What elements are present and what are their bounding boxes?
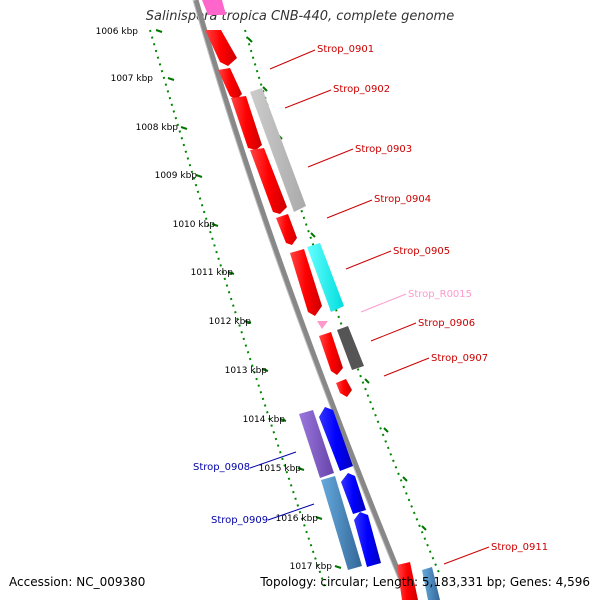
topology-text: Topology: circular; Length: 5,183,331 bp… xyxy=(260,575,590,589)
gene-arrow-bottom xyxy=(397,562,418,600)
scale-label: 1016 kbp xyxy=(276,514,319,524)
scale-label: 1014 kbp xyxy=(243,415,286,425)
leader-lines xyxy=(249,49,490,565)
gene-label: Strop_0909 xyxy=(211,515,268,526)
gene-label: Strop_0906 xyxy=(418,318,475,329)
cds-steel-bottom xyxy=(422,567,440,600)
gene-arrow xyxy=(250,148,287,214)
gene-arrow xyxy=(218,68,242,100)
gene-label: Strop_0904 xyxy=(374,194,431,205)
scale-label: 1007 kbp xyxy=(111,74,154,84)
cds-boxes xyxy=(250,88,440,600)
gene-label: Strop_0905 xyxy=(393,246,450,257)
cds-steel xyxy=(321,476,362,570)
scale-ticks xyxy=(155,29,342,569)
gene-label: Strop_0911 xyxy=(491,542,548,553)
cds-cyan xyxy=(307,243,344,312)
rrna-marker xyxy=(317,321,328,329)
gene-arrow-reverse xyxy=(319,407,353,471)
cds-gray xyxy=(250,88,306,212)
gene-arrow xyxy=(336,379,352,397)
scale-label: 1008 kbp xyxy=(136,123,179,133)
cds-dark xyxy=(337,326,364,370)
scale-label: 1010 kbp xyxy=(173,220,216,230)
gene-arrow-top xyxy=(205,30,237,66)
reverse-genes xyxy=(299,407,381,570)
gene-label: Strop_0903 xyxy=(355,144,412,155)
gene-label: Strop_0908 xyxy=(193,462,250,473)
gene-label: Strop_0902 xyxy=(333,84,390,95)
scale-label: 1006 kbp xyxy=(96,27,139,37)
scale-label: 1011 kbp xyxy=(191,268,234,278)
gene-arrows xyxy=(202,0,418,600)
gene-arrow xyxy=(290,249,322,316)
gene-arrow xyxy=(276,214,297,245)
gene-label: Strop_R0015 xyxy=(408,289,472,300)
cds-purple xyxy=(299,410,334,478)
scale-label: 1015 kbp xyxy=(259,464,302,474)
gene-label: Strop_0901 xyxy=(317,44,374,55)
scale-label: 1012 kbp xyxy=(209,317,252,327)
gene-arrow-reverse xyxy=(354,512,381,567)
accession-text: Accession: NC_009380 xyxy=(9,575,146,589)
gene-arrow xyxy=(319,332,343,375)
scale-label: 1017 kbp xyxy=(290,562,333,572)
scale-label: 1013 kbp xyxy=(225,366,268,376)
genome-backbone xyxy=(193,0,413,600)
gene-arrow-reverse xyxy=(341,473,366,514)
gene-label: Strop_0907 xyxy=(431,353,488,364)
gene-arrow xyxy=(231,96,262,150)
gene-arrow-top-pink xyxy=(202,0,226,15)
scale-label: 1009 kbp xyxy=(155,171,198,181)
